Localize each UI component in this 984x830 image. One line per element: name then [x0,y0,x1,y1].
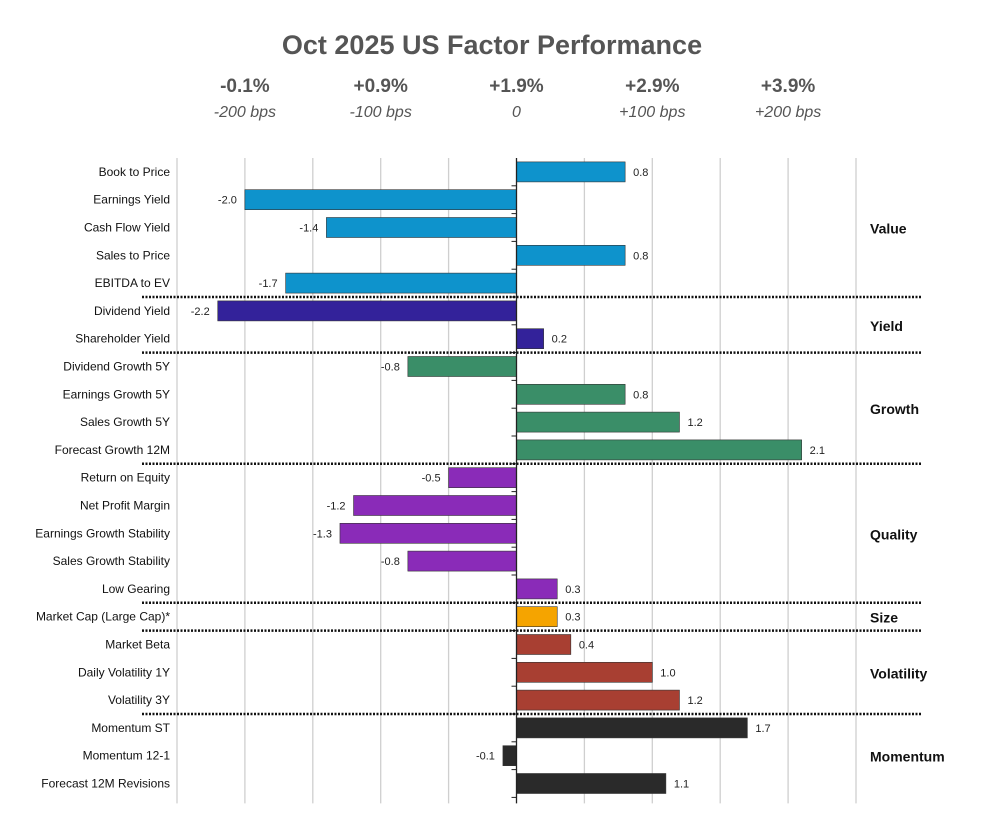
top-axis-label: +2.9% +100 bps [582,76,722,122]
bar-earnings-growth-5y [516,383,626,405]
top-axis-label: +1.9% 0 [447,76,587,122]
data-label: 0.8 [633,167,648,179]
bar-sales-growth-5y [516,411,680,433]
group-label-size: Size [870,610,898,626]
top-axis-label: +3.9% +200 bps [718,76,858,122]
data-label: 0.8 [633,250,648,262]
bar-cash-flow-yield [326,217,517,238]
data-label: -2.0 [218,195,237,207]
category-label: Momentum ST [91,721,170,735]
data-label: -1.2 [327,501,346,513]
bar-dividend-growth-5y [407,356,517,377]
category-label: Earnings Yield [93,193,170,207]
bar-forecast-growth-12m [516,439,802,461]
top-axis-pct: +3.9% [760,76,816,97]
bar-book-to-price [516,161,626,183]
data-label: -0.8 [381,362,400,374]
category-label: Forecast 12M Revisions [41,777,170,791]
bar-daily-volatility-1y [516,661,653,683]
bar-momentum-st [516,717,748,739]
bar-earnings-yield [244,189,517,210]
group-label-yield: Yield [870,318,903,334]
bar-low-gearing [516,578,558,600]
category-label: Book to Price [99,165,171,179]
top-axis-bps: -200 bps [213,104,277,121]
group-label-value: Value [870,221,907,237]
category-label: Daily Volatility 1Y [78,665,170,679]
data-label: -0.5 [422,473,441,485]
top-axis-pct: -0.1% [220,76,270,97]
data-label: 1.0 [660,667,675,679]
category-label: Earnings Growth Stability [35,526,170,540]
data-label: 2.1 [810,445,825,457]
top-axis-bps: -100 bps [349,104,412,121]
bar-forecast-12m-revisions [516,773,667,794]
bar-market-beta [516,634,572,655]
group-label-growth: Growth [870,401,919,417]
category-label: Sales Growth Stability [53,554,170,568]
bar-net-profit-margin [353,495,517,516]
bar-ebitda-to-ev [285,272,517,294]
data-label: 0.2 [552,334,567,346]
bar-market-cap-large-cap- [516,606,558,628]
category-label: Shareholder Yield [75,332,170,346]
category-label: EBITDA to EV [95,276,170,290]
data-label: 1.2 [687,695,702,707]
data-label: 0.3 [565,612,580,624]
bar-sales-growth-stability [407,550,517,572]
data-label: -1.3 [313,528,332,540]
top-axis-bps: +200 bps [754,104,822,121]
data-label: -0.1 [476,751,495,763]
category-label: Sales to Price [96,248,170,262]
top-axis-label: +0.9% -100 bps [311,76,451,122]
category-label: Market Cap (Large Cap)* [36,610,170,624]
bar-volatility-3y [516,689,680,711]
bar-sales-to-price [516,245,626,266]
data-label: 0.4 [579,640,594,652]
top-axis-bps: 0 [512,104,521,121]
category-label: Return on Equity [81,471,170,485]
category-label: Forecast Growth 12M [55,443,170,457]
data-label: -0.8 [381,556,400,568]
group-label-momentum: Momentum [870,749,945,765]
group-label-quality: Quality [870,526,918,542]
category-label: Volatility 3Y [108,693,170,707]
category-label: Net Profit Margin [80,499,170,513]
bar-dividend-yield [217,300,517,322]
bar-momentum-12-1 [502,745,517,767]
category-label: Low Gearing [102,582,170,596]
top-axis-bps: +100 bps [619,104,686,121]
bar-return-on-equity [448,467,517,489]
top-axis-pct: +2.9% [625,76,680,97]
data-label: -2.2 [191,306,210,318]
data-label: 1.1 [674,779,689,791]
category-label: Sales Growth 5Y [80,415,170,429]
category-label: Dividend Growth 5Y [63,360,170,374]
category-label: Momentum 12-1 [83,749,171,763]
bar-earnings-growth-stability [339,522,517,544]
group-label-volatility: Volatility [870,665,928,681]
category-label: Cash Flow Yield [84,221,170,235]
top-axis-pct: +0.9% [353,76,408,97]
category-label: Market Beta [105,638,170,652]
bar-shareholder-yield [516,328,544,350]
top-axis-pct: +1.9% [489,76,544,97]
data-label: 0.3 [565,584,580,596]
data-label: 1.2 [687,417,702,429]
data-label: 1.7 [755,723,770,735]
top-axis-label: -0.1% -200 bps [175,76,315,122]
category-label: Earnings Growth 5Y [63,387,170,401]
data-label: 0.8 [633,389,648,401]
chart-title: Oct 2025 US Factor Performance [281,30,703,60]
category-label: Dividend Yield [94,304,170,318]
data-label: -1.4 [299,223,318,235]
data-label: -1.7 [259,278,278,290]
